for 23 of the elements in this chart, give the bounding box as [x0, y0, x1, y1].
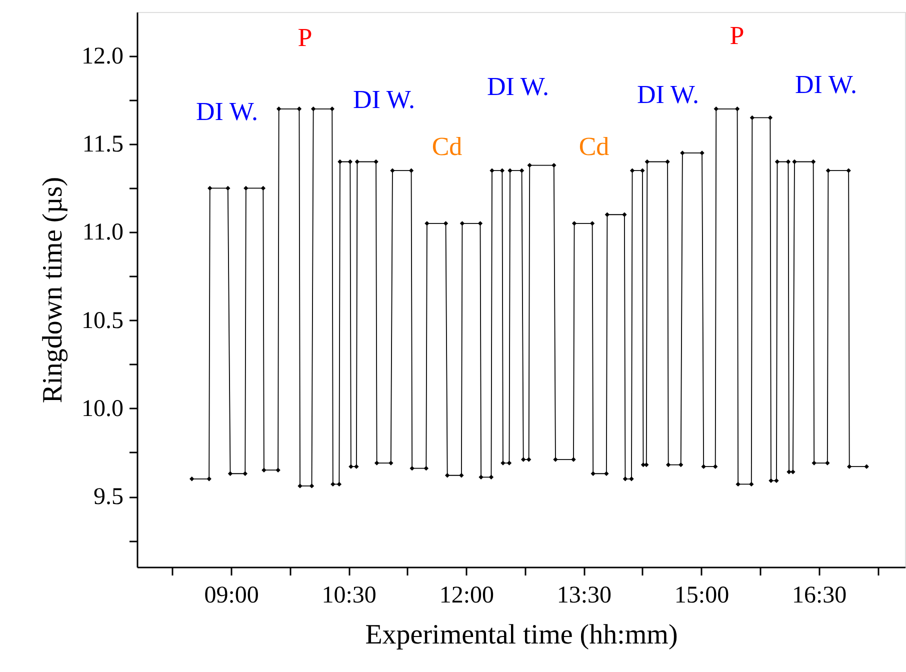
x-tick-label: 16:30: [792, 582, 847, 608]
annotation: DI W.: [486, 72, 550, 101]
annotation: P: [730, 21, 744, 50]
annotation: DI W.: [196, 97, 258, 126]
annotation: DI W.: [636, 80, 700, 109]
x-tick-label: 12:00: [439, 582, 494, 608]
annotation: Cd: [578, 132, 610, 161]
annotation: Cd: [432, 132, 462, 161]
y-tick-label: 9.5: [94, 484, 124, 510]
x-axis-title: Experimental time (hh:mm): [365, 620, 678, 650]
y-tick-label: 10.0: [82, 396, 124, 422]
annotation: DI W.: [352, 85, 416, 114]
annotation: P: [298, 23, 312, 52]
y-tick-label: 11.5: [82, 132, 124, 158]
y-tick-label: 12.0: [82, 44, 124, 70]
x-tick-label: 13:30: [556, 582, 612, 608]
annotation: DI W.: [794, 70, 858, 99]
y-tick-label: 11.0: [82, 220, 124, 246]
y-axis-title: Ringdown time (µs): [38, 176, 68, 404]
y-tick-label: 10.5: [82, 308, 124, 334]
x-tick-label: 09:00: [204, 582, 259, 608]
x-tick-label: 10:30: [322, 582, 376, 608]
x-tick-label: 15:00: [674, 582, 730, 608]
